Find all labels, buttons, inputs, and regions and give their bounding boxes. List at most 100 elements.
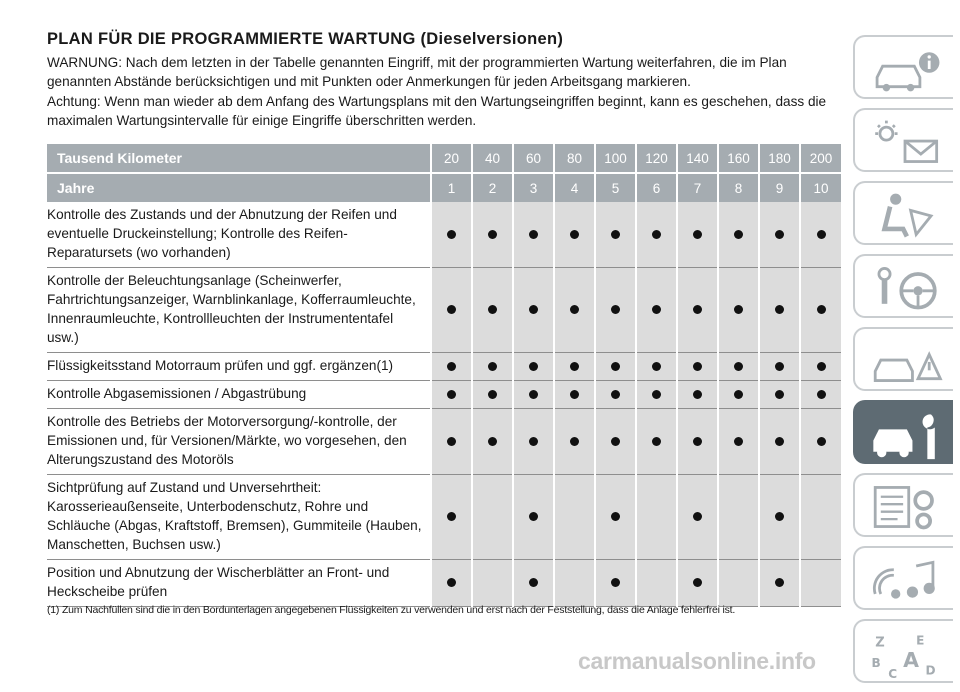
check-bullet-icon — [488, 229, 497, 239]
check-bullet-icon — [775, 578, 784, 588]
interval-cell — [676, 267, 718, 353]
check-bullet-icon — [611, 361, 620, 371]
check-bullet-icon — [447, 361, 456, 371]
check-bullet-icon — [570, 229, 579, 239]
schedule-body: Kontrolle des Zustands und der Abnutzung… — [47, 202, 841, 607]
interval-cell — [471, 380, 513, 409]
chapter-tab-car-wrench[interactable] — [853, 400, 953, 464]
interval-cell — [512, 474, 554, 560]
svg-text:E: E — [916, 634, 924, 648]
row-description: Flüssigkeitsstand Motorraum prüfen und g… — [47, 352, 431, 381]
svg-text:A: A — [903, 648, 919, 672]
check-bullet-icon — [734, 389, 743, 399]
check-bullet-icon — [529, 436, 538, 446]
chapter-tab-multimedia[interactable] — [853, 546, 953, 610]
interval-cell — [799, 474, 841, 560]
header-km-180: 180 — [758, 144, 800, 174]
interval-cell — [717, 408, 759, 475]
interval-cell — [635, 559, 677, 607]
seat-airbag-icon — [881, 193, 934, 238]
check-bullet-icon — [611, 229, 620, 239]
check-bullet-icon — [611, 578, 620, 588]
interval-cell — [430, 559, 472, 607]
interval-cell — [553, 352, 595, 381]
interval-cell — [676, 559, 718, 607]
alphabetical-index-icon: Z E B AC D — [871, 634, 935, 680]
interval-cell — [553, 559, 595, 607]
check-bullet-icon — [734, 361, 743, 371]
chapter-tab-seat-airbag[interactable] — [853, 181, 953, 245]
header-row-years: Jahre 1 2 3 4 5 6 7 8 9 10 — [47, 173, 841, 202]
header-km-140: 140 — [676, 144, 718, 174]
check-bullet-icon — [734, 229, 743, 239]
interval-cell — [594, 202, 636, 268]
check-bullet-icon — [775, 389, 784, 399]
interval-cell — [799, 352, 841, 381]
check-bullet-icon — [775, 512, 784, 522]
check-bullet-icon — [816, 361, 826, 371]
interval-cell — [471, 352, 513, 381]
check-bullet-icon — [529, 229, 538, 239]
chapter-tab-car-emergency[interactable] — [853, 327, 953, 391]
interval-cell — [799, 267, 841, 353]
header-year-5: 5 — [594, 173, 636, 202]
interval-cell — [512, 408, 554, 475]
interval-cell — [594, 267, 636, 353]
interval-cell — [676, 408, 718, 475]
interval-cell — [594, 474, 636, 560]
check-bullet-icon — [529, 305, 538, 315]
page-title: PLAN FÜR DIE PROGRAMMIERTE WARTUNG (Dies… — [47, 30, 564, 48]
interval-cell — [717, 474, 759, 560]
interval-cell — [553, 380, 595, 409]
header-year-8: 8 — [717, 173, 759, 202]
header-years-label: Jahre — [47, 173, 431, 202]
check-bullet-icon — [611, 305, 620, 315]
header-year-3: 3 — [512, 173, 554, 202]
header-km-40: 40 — [471, 144, 513, 174]
chapter-tab-car-info[interactable] — [853, 35, 953, 99]
warning-lights-mail-icon — [875, 120, 939, 163]
header-year-1: 1 — [430, 173, 472, 202]
chapter-tab-specs-gears[interactable] — [853, 473, 953, 537]
header-km-60: 60 — [512, 144, 554, 174]
interval-cell — [512, 352, 554, 381]
check-bullet-icon — [652, 361, 661, 371]
check-bullet-icon — [816, 305, 826, 315]
row-description: Kontrolle des Zustands und der Abnutzung… — [47, 202, 431, 268]
interval-cell — [512, 267, 554, 353]
interval-cell — [717, 352, 759, 381]
footnote: (1) Zum Nachfüllen sind die in den Bordu… — [47, 604, 736, 616]
header-km-100: 100 — [594, 144, 636, 174]
check-bullet-icon — [611, 389, 620, 399]
chapter-tab-warning-lights-mail[interactable] — [853, 108, 953, 172]
check-bullet-icon — [693, 512, 702, 522]
table-row: Sichtprüfung auf Zustand und Unversehrth… — [47, 474, 841, 560]
table-row: Kontrolle des Zustands und der Abnutzung… — [47, 202, 841, 268]
check-bullet-icon — [447, 512, 456, 522]
warning-paragraph: WARNUNG: Nach dem letzten in der Tabelle… — [47, 55, 787, 89]
row-description: Kontrolle der Beleuchtungsanlage (Schein… — [47, 267, 431, 353]
row-description: Kontrolle des Betriebs der Motorversorgu… — [47, 408, 431, 475]
check-bullet-icon — [652, 389, 661, 399]
interval-cell — [430, 202, 472, 268]
chapter-tab-key-steering-wheel[interactable] — [853, 254, 953, 318]
check-bullet-icon — [447, 389, 456, 399]
interval-cell — [430, 267, 472, 353]
check-bullet-icon — [529, 578, 538, 588]
table-row: Kontrolle des Betriebs der Motorversorgu… — [47, 408, 841, 475]
check-bullet-icon — [447, 436, 456, 446]
interval-cell — [471, 559, 513, 607]
check-bullet-icon — [652, 436, 661, 446]
interval-cell — [553, 202, 595, 268]
interval-cell — [553, 267, 595, 353]
interval-cell — [471, 202, 513, 268]
caution-paragraph: Achtung: Wenn man wieder ab dem Anfang d… — [47, 94, 827, 128]
interval-cell — [635, 202, 677, 268]
check-bullet-icon — [775, 229, 784, 239]
check-bullet-icon — [775, 436, 784, 446]
car-emergency-icon — [873, 351, 943, 382]
header-year-9: 9 — [758, 173, 800, 202]
check-bullet-icon — [570, 305, 579, 315]
